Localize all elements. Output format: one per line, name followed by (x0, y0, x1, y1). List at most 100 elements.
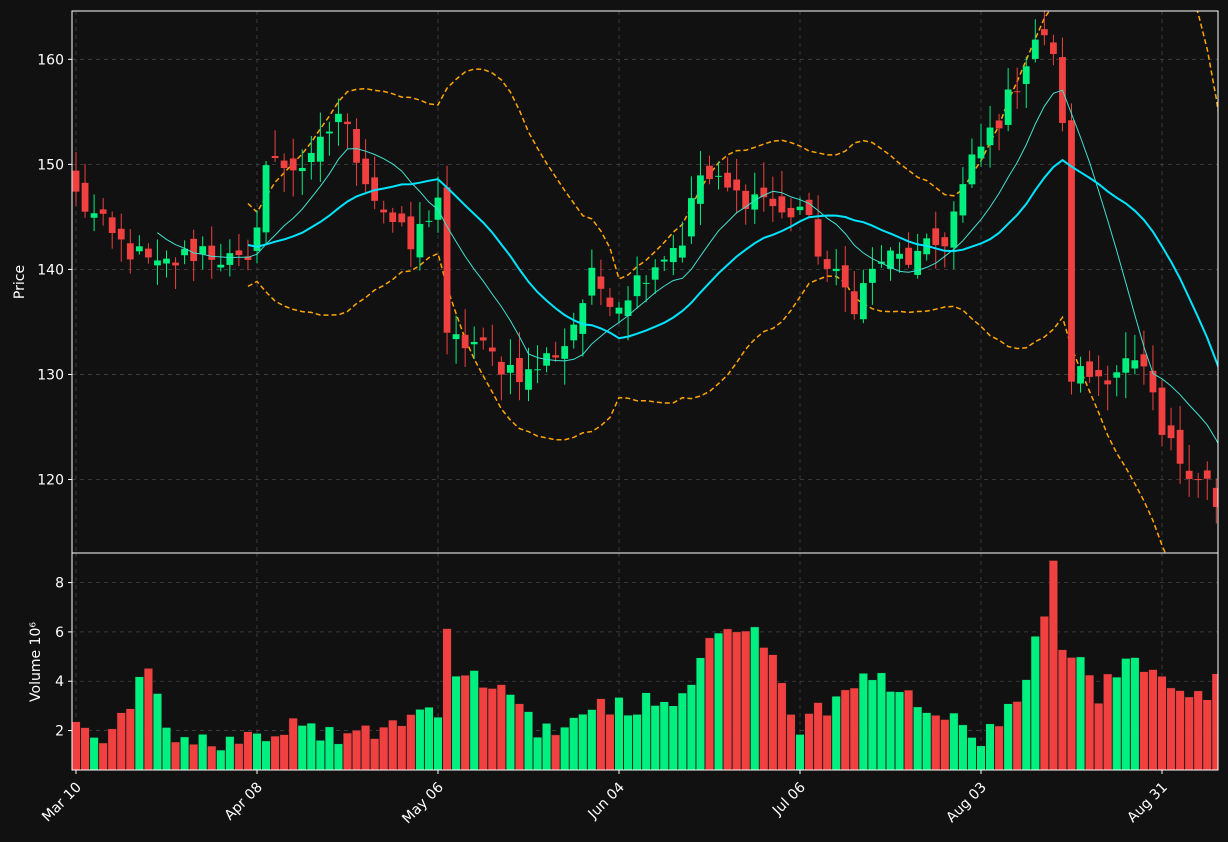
candle-body (262, 165, 270, 233)
candle-body (289, 158, 297, 171)
volume-bar (451, 675, 461, 770)
candle-body (389, 212, 397, 223)
candle-body (1149, 370, 1157, 393)
volume-bar (723, 628, 733, 770)
candle-body (362, 158, 369, 185)
candle-body (905, 247, 912, 265)
volume-bar (152, 693, 162, 770)
candle-body (841, 265, 849, 288)
candle-body (344, 121, 351, 125)
volume-bar (1121, 658, 1131, 770)
candle-body (244, 256, 252, 261)
candle-body (407, 216, 415, 250)
candle-body (443, 187, 451, 333)
volume-bar (460, 674, 470, 770)
volume-bar (994, 725, 1004, 770)
candle-body (72, 170, 80, 192)
candle-body (859, 283, 867, 320)
volume-bar (505, 694, 515, 770)
volume-bar (478, 687, 488, 770)
candle-body (154, 260, 161, 266)
candle-body (1158, 387, 1166, 435)
volume-bar (433, 716, 443, 770)
volume-bar (704, 637, 715, 770)
volume-panel: 2 4 6 8 Volume 10⁶ (28, 552, 1219, 771)
candle-body (497, 361, 505, 375)
volume-bar (342, 732, 353, 770)
candle-body (1185, 470, 1193, 479)
candle-body (805, 199, 813, 215)
volume-bar (288, 717, 298, 770)
candle-body (307, 152, 315, 163)
volume-bar (171, 741, 181, 770)
volume-bar (388, 719, 398, 770)
volume-bar (324, 726, 334, 770)
volume-bar (659, 701, 669, 770)
price-tick-label: 120 (37, 472, 64, 488)
candle-body (163, 258, 170, 264)
candle-body (172, 262, 179, 266)
volume-bar (587, 709, 597, 770)
volume-bar (750, 626, 760, 770)
candle-body (1122, 358, 1130, 373)
volume-bar (424, 706, 434, 770)
volume-bar (768, 654, 778, 770)
volume-bar (623, 714, 633, 770)
candle-body (470, 341, 478, 345)
volume-bar (1057, 649, 1068, 770)
candle-body (461, 334, 469, 349)
candle-body (724, 172, 731, 188)
volume-bar (216, 749, 226, 770)
volume-bar (922, 712, 932, 770)
volume-bar (686, 684, 696, 770)
candle-body (959, 184, 967, 216)
volume-bar (1066, 657, 1077, 770)
volume-bar (650, 705, 660, 770)
candle-body (1176, 429, 1184, 464)
candle-body (588, 267, 596, 296)
candle-body (380, 209, 388, 213)
candle-body (688, 198, 695, 237)
volume-bar (1184, 696, 1194, 770)
volume-bar (234, 743, 244, 770)
volume-bar (804, 713, 814, 770)
candle-body (778, 196, 786, 213)
candle-body (823, 259, 831, 269)
candle-body (597, 276, 605, 289)
candle-body (271, 155, 279, 159)
volume-bar (795, 734, 805, 770)
volume-bar (306, 722, 316, 770)
candle-body (516, 357, 523, 383)
volume-bar (161, 727, 172, 770)
volume-bar (1039, 616, 1049, 770)
candle-body (742, 190, 750, 209)
volume-bar (72, 721, 81, 770)
candle-body (896, 253, 903, 259)
price-panel: 120 130 140 150 160 Price (12, 10, 1219, 554)
candle-body (145, 248, 152, 258)
candle-body (633, 275, 641, 297)
candle-body (217, 264, 225, 268)
volume-axis-label: Volume 10⁶ (28, 622, 44, 702)
candle-body (1077, 366, 1084, 384)
candle-body (1203, 470, 1211, 479)
candle-body (1212, 487, 1218, 507)
candle-body (787, 207, 795, 218)
volume-bar (116, 712, 126, 770)
candle-body (1022, 66, 1030, 85)
volume-bar (931, 715, 941, 770)
volume-bar (632, 714, 642, 770)
moving-averages (157, 89, 1218, 445)
volume-bar (668, 705, 678, 770)
price-tick-label: 130 (37, 367, 64, 383)
volume-bar (279, 734, 289, 770)
candle-body (642, 282, 650, 284)
volume-bar (1148, 669, 1158, 770)
candle-body (932, 228, 940, 246)
volume-bar (813, 702, 823, 770)
volume-tick-label: 2 (55, 724, 64, 740)
volume-bar (831, 695, 841, 770)
candle-body (434, 197, 442, 220)
volume-panel-frame (71, 552, 1219, 771)
